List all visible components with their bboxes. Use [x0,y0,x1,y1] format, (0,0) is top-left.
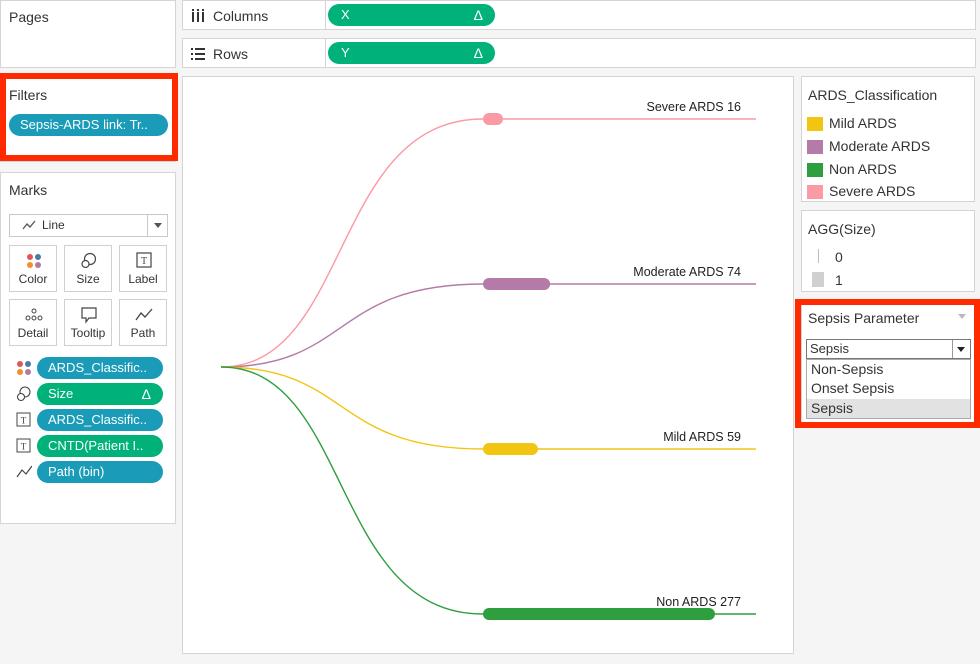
marks-card: Marks Line Color Size T Label Detail Too… [0,172,176,524]
viz-canvas[interactable]: Severe ARDS 16 Moderate ARDS 74 Mild ARDS … [182,76,794,654]
sankey-node-bar[interactable] [483,608,715,620]
color-icon [27,254,41,268]
mark-type-label: Line [42,218,65,232]
marks-field-pill[interactable]: Size Δ [37,383,163,405]
rows-shelf[interactable]: Rows Y Δ [182,38,976,68]
legend-item-label: Severe ARDS [829,183,916,199]
sankey-link[interactable] [220,366,756,450]
line-mark-icon [22,220,36,230]
path-icon [135,308,153,321]
sankey-node-bar[interactable] [483,278,551,290]
color-button-label: Color [18,272,48,286]
legend-item-label: Non ARDS [829,161,897,177]
delta-icon: Δ [473,45,483,61]
marks-field-pill[interactable]: Path (bin) [37,461,163,483]
chevron-down-icon[interactable] [958,314,966,319]
color-legend-title: ARDS_Classification [808,87,938,103]
svg-text:T: T [21,442,27,452]
marks-field-pill[interactable]: CNTD(Patient I.. [37,435,163,457]
rows-pill[interactable]: Y Δ [328,42,495,64]
marks-title: Marks [9,182,48,198]
size-button-label: Size [76,272,100,286]
sankey-label: Severe ARDS 16 [647,100,742,114]
rows-icon [191,48,205,60]
parameter-title: Sepsis Parameter [808,310,920,326]
parameter-option[interactable]: Onset Sepsis [811,380,895,396]
detail-button[interactable]: Detail [9,299,57,346]
columns-pill-label: X [341,7,350,22]
legend-item-label: Moderate ARDS [829,138,931,154]
sankey-node-bar[interactable] [483,113,503,125]
size-icon [16,386,31,402]
label-button[interactable]: T Label [119,245,167,292]
label-icon: T [16,412,31,427]
size-legend-value: 0 [835,249,843,265]
marks-field-pill[interactable]: ARDS_Classific.. [37,357,163,379]
legend-swatch [807,185,823,199]
sankey-link[interactable] [220,366,756,615]
label-icon: T [16,438,31,453]
sankey-chart[interactable]: Severe ARDS 16 Moderate ARDS 74 Mild ARDS … [183,77,795,655]
size-button[interactable]: Size [64,245,112,292]
parameter-selected-value: Sepsis [810,341,850,356]
label-icon: T [136,252,152,268]
path-icon [16,465,32,478]
chevron-down-icon[interactable] [147,215,167,236]
columns-icon [192,9,204,22]
color-icon [17,361,31,375]
parameter-option-list[interactable]: Non-Sepsis Onset Sepsis Sepsis [806,359,971,419]
color-legend[interactable]: ARDS_Classification Mild ARDS Moderate A… [801,76,975,202]
sepsis-parameter-control[interactable]: Sepsis Parameter Sepsis Non-Sepsis Onset… [801,304,975,424]
pages-card[interactable]: Pages [0,0,176,68]
filters-title: Filters [9,87,48,103]
legend-swatch [807,117,823,131]
detail-icon [25,308,43,321]
sankey-label: Non ARDS 277 [656,595,741,609]
path-button-label: Path [130,326,156,340]
columns-pill[interactable]: X Δ [328,4,495,26]
svg-text:T: T [141,256,147,267]
size-legend-mark-large [812,272,824,287]
size-legend-title: AGG(Size) [808,221,876,237]
sankey-label: Moderate ARDS 74 [633,265,741,279]
legend-swatch [807,163,823,177]
size-icon [81,252,97,269]
chevron-down-icon[interactable] [952,340,970,358]
shelf-divider [325,1,326,29]
sankey-label: Mild ARDS 59 [663,430,741,444]
mark-type-dropdown[interactable]: Line [9,214,168,237]
label-button-label: Label [128,272,158,286]
sankey-link[interactable] [220,118,756,368]
color-button[interactable]: Color [9,245,57,292]
detail-button-label: Detail [17,326,49,340]
shelf-divider [325,39,326,67]
delta-icon: Δ [141,386,151,402]
size-legend-value: 1 [835,272,843,288]
size-pill-label: Size [48,386,74,401]
size-legend-mark-small [818,249,819,263]
filter-pill[interactable]: Sepsis-ARDS link: Tr.. [9,114,168,136]
delta-icon: Δ [473,7,483,23]
size-legend[interactable]: AGG(Size) 0 1 [801,210,975,292]
path-button[interactable]: Path [119,299,167,346]
tooltip-icon [81,307,97,324]
parameter-option[interactable]: Non-Sepsis [811,361,884,377]
pages-title: Pages [9,9,49,25]
rows-pill-label: Y [341,45,350,60]
legend-swatch [807,140,823,154]
filters-card[interactable]: Filters Sepsis-ARDS link: Tr.. [0,74,176,162]
sankey-node-bar[interactable] [483,443,538,455]
parameter-option[interactable]: Sepsis [807,399,970,418]
sankey-link[interactable] [220,283,756,368]
svg-text:T: T [21,416,27,426]
tooltip-button[interactable]: Tooltip [64,299,112,346]
parameter-select[interactable]: Sepsis [806,339,971,359]
columns-label: Columns [213,8,269,24]
marks-field-pill[interactable]: ARDS_Classific.. [37,409,163,431]
legend-item-label: Mild ARDS [829,115,897,131]
rows-label: Rows [213,46,249,62]
tooltip-button-label: Tooltip [70,326,106,340]
columns-shelf[interactable]: Columns X Δ [182,0,976,30]
